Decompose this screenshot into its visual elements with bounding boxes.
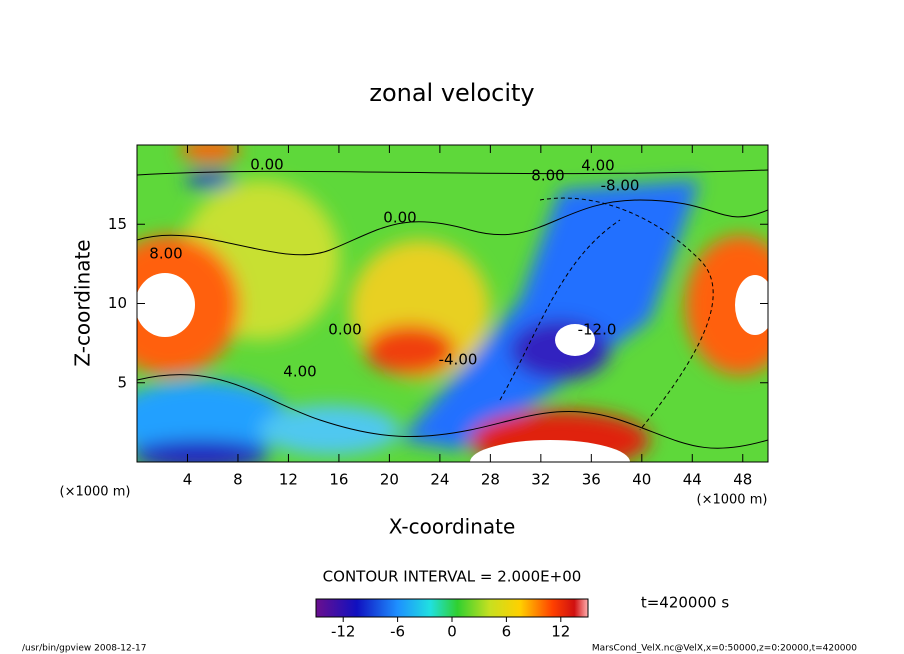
y-axis-label: Z-coordinate [71,239,95,366]
y-tick-label: 10 [108,294,127,312]
x-tick-label: 36 [582,471,601,489]
x-tick-label: 8 [233,471,243,489]
contour-label: 8.00 [531,167,564,185]
x-tick-label: 4 [183,471,193,489]
colorbar-tick-label: 6 [502,623,512,641]
y-unit: (×1000 m) [60,485,131,500]
x-axis-label: X-coordinate [389,515,516,539]
x-tick-label: 48 [733,471,752,489]
x-tick-label: 44 [683,471,702,489]
time-label: t=420000 s [641,594,729,612]
contour-label: 0.00 [250,156,283,174]
contour-label: 0.00 [383,209,416,227]
x-tick-label: 32 [531,471,550,489]
x-tick-label: 20 [380,471,399,489]
contour-label: 8.00 [149,245,182,263]
colorbar-tick-label: -12 [331,623,356,641]
colorbar-tick-label: -6 [390,623,405,641]
contour-label: 4.00 [283,363,316,381]
contour-interval: CONTOUR INTERVAL = 2.000E+00 [323,568,582,586]
y-tick-label: 5 [117,373,127,391]
x-tick-label: 24 [430,471,449,489]
footer-left: /usr/bin/gpview 2008-12-17 [22,644,146,654]
x-tick-label: 28 [481,471,500,489]
contour-label: -12.0 [578,321,617,339]
contour-label: 0.00 [328,321,361,339]
contour-label: -4.00 [439,351,478,369]
chart-title: zonal velocity [369,79,534,107]
contour-label: -8.00 [601,177,640,195]
x-unit: (×1000 m) [697,493,768,508]
footer-right: MarsCond_VelX.nc@VelX,x=0:50000,z=0:2000… [592,644,857,654]
x-tick-label: 12 [279,471,298,489]
x-tick-label: 16 [329,471,348,489]
colorbar [315,598,589,618]
colorbar-tick-label: 12 [551,623,570,641]
x-tick-label: 40 [632,471,651,489]
contour-field [137,145,768,462]
colorbar-tick-label: 0 [447,623,457,641]
contour-label: 4.00 [581,157,614,175]
y-tick-label: 15 [108,215,127,233]
